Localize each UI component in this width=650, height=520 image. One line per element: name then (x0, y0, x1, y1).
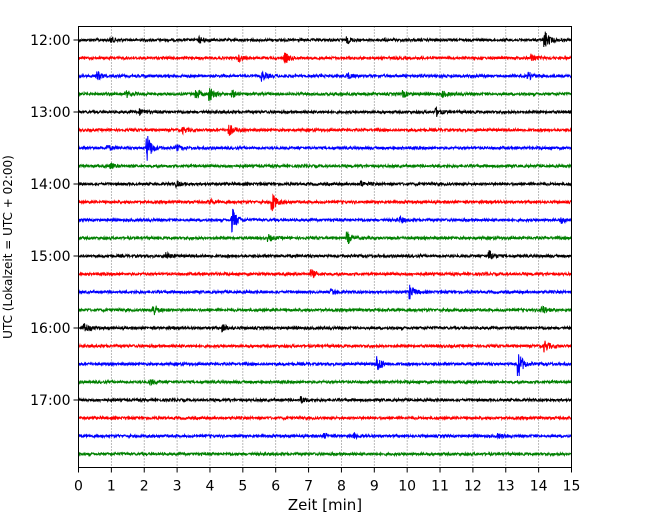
x-tick-label: 6 (271, 479, 280, 495)
x-tick-label: 9 (370, 479, 379, 495)
x-tick-label: 8 (337, 479, 346, 495)
trace-16:15 (78, 340, 572, 353)
trace-14:00 (78, 179, 572, 190)
trace-15:00 (78, 250, 572, 260)
y-tick-label: 14:00 (30, 177, 70, 193)
trace-16:45 (78, 378, 572, 387)
trace-17:45 (78, 450, 572, 458)
plot-frame (78, 26, 572, 468)
y-axis-ticks: 12:00 13:00 14:00 15:00 16:00 17:00 (30, 33, 79, 409)
trace-13:30 (78, 136, 572, 161)
y-axis-title: UTC (Lokalzeit = UTC + 02:00) (1, 155, 15, 339)
trace-17:00 (78, 396, 572, 404)
trace-13:00 (78, 106, 572, 117)
x-tick-label: 2 (140, 479, 149, 495)
trace-14:15 (78, 193, 572, 212)
x-axis-title: Zeit [min] (288, 496, 362, 514)
x-tick-label: 15 (563, 479, 581, 495)
trace-12:00 (78, 31, 572, 48)
x-tick-label: 12 (464, 479, 482, 495)
trace-13:15 (78, 124, 572, 136)
trace-17:15 (78, 414, 572, 422)
trace-15:30 (78, 284, 572, 300)
seismogram-traces (78, 31, 572, 458)
trace-16:00 (78, 323, 572, 333)
y-tick-label: 13:00 (30, 105, 70, 121)
x-tick-label: 11 (431, 479, 449, 495)
y-tick-label: 15:00 (30, 249, 70, 265)
x-tick-label: 5 (238, 479, 247, 495)
x-tick-label: 13 (497, 479, 515, 495)
x-tick-label: 0 (74, 479, 83, 495)
trace-12:15 (78, 52, 572, 64)
trace-15:45 (78, 305, 572, 316)
x-tick-label: 10 (398, 479, 416, 495)
x-tick-label: 7 (304, 479, 313, 495)
trace-15:15 (78, 268, 572, 279)
trace-13:45 (78, 162, 572, 170)
x-tick-label: 1 (107, 479, 116, 495)
plot-border (78, 26, 572, 468)
y-tick-label: 17:00 (30, 393, 70, 409)
x-axis-ticks: 0 1 2 3 4 5 6 7 8 9 10 11 12 13 14 15 (74, 467, 581, 495)
x-tick-label: 4 (206, 479, 215, 495)
y-tick-label: 12:00 (30, 33, 70, 49)
trace-12:30 (78, 70, 572, 82)
x-tick-label: 14 (530, 479, 548, 495)
trace-14:30 (78, 208, 572, 233)
x-tick-label: 3 (173, 479, 182, 495)
trace-12:45 (78, 88, 572, 101)
trace-16:30 (78, 354, 572, 377)
trace-17:30 (78, 431, 572, 441)
trace-14:45 (78, 231, 572, 244)
y-tick-label: 16:00 (30, 321, 70, 337)
